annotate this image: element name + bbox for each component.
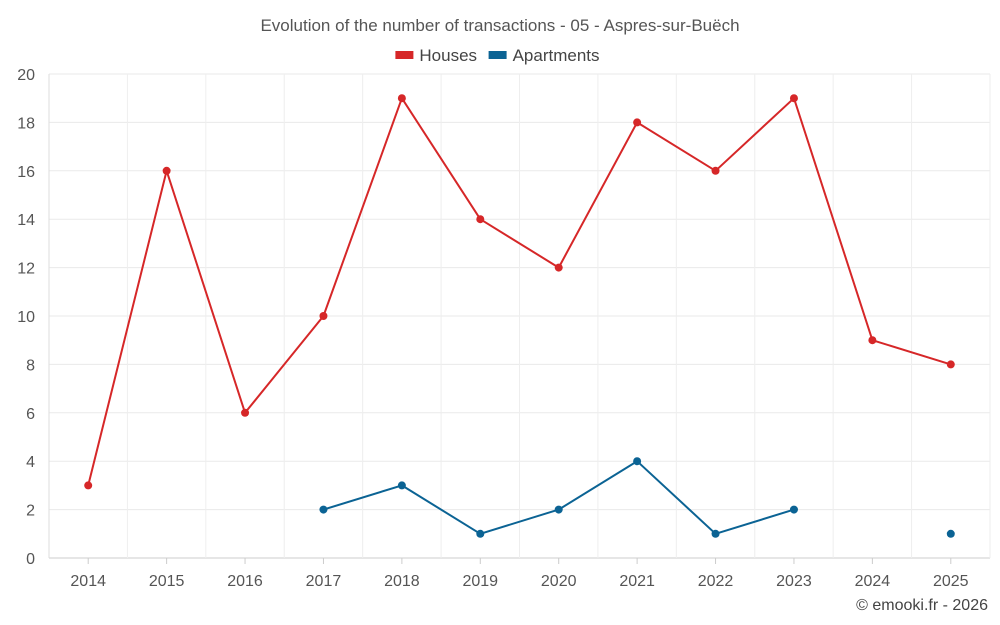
data-point[interactable] <box>476 215 485 224</box>
grid <box>48 73 991 559</box>
y-tick-label: 16 <box>17 164 35 181</box>
x-tick-label: 2015 <box>149 573 185 590</box>
data-point[interactable] <box>84 481 93 490</box>
x-tick-label: 2022 <box>698 573 734 590</box>
legend-item-houses[interactable]: Houses <box>395 46 477 65</box>
data-point[interactable] <box>241 408 250 417</box>
x-tick-label: 2018 <box>384 573 420 590</box>
x-tick-label: 2020 <box>541 573 577 590</box>
y-tick-label: 4 <box>26 454 35 471</box>
credit: © emooki.fr - 2026 <box>856 597 988 614</box>
y-tick-label: 20 <box>17 67 35 84</box>
y-tick-label: 18 <box>17 115 35 132</box>
data-point[interactable] <box>554 505 563 514</box>
x-tick-label: 2019 <box>462 573 498 590</box>
data-point[interactable] <box>946 360 955 369</box>
legend-swatch <box>488 51 507 59</box>
y-tick-label: 12 <box>17 261 35 278</box>
data-point[interactable] <box>633 457 642 466</box>
data-point[interactable] <box>633 118 642 127</box>
legend-swatch <box>395 51 414 59</box>
legend-label: Houses <box>419 46 477 65</box>
series-houses <box>84 94 955 490</box>
data-point[interactable] <box>397 481 406 490</box>
data-point[interactable] <box>711 529 720 538</box>
series-apartments <box>319 457 955 538</box>
axes: 0 2 4 6 8 10 12 14 16 18 20 2014 2015 2016 2017 2018 201… <box>17 67 968 590</box>
x-tick-label: 2025 <box>933 573 969 590</box>
series-line <box>87 97 952 486</box>
legend: Houses Apartments <box>395 46 600 65</box>
legend-item-apartments[interactable]: Apartments <box>488 46 600 65</box>
x-tick-label: 2021 <box>619 573 655 590</box>
data-point[interactable] <box>711 166 720 175</box>
x-tick-label: 2014 <box>70 573 106 590</box>
legend-label: Apartments <box>513 46 600 65</box>
chart-title: Evolution of the number of transactions … <box>260 16 739 35</box>
data-point[interactable] <box>162 166 171 175</box>
y-tick-label: 0 <box>26 551 35 568</box>
data-point[interactable] <box>868 336 877 345</box>
data-point[interactable] <box>789 505 798 514</box>
x-tick-label: 2016 <box>227 573 263 590</box>
x-tick-label: 2017 <box>306 573 342 590</box>
y-tick-label: 14 <box>17 212 35 229</box>
x-tick-label: 2024 <box>855 573 891 590</box>
x-tick-label: 2023 <box>776 573 812 590</box>
y-tick-label: 10 <box>17 309 35 326</box>
data-point[interactable] <box>319 505 328 514</box>
data-point[interactable] <box>319 312 328 320</box>
y-tick-label: 2 <box>26 503 35 520</box>
data-point[interactable] <box>789 94 798 103</box>
data-point[interactable] <box>397 94 406 103</box>
y-tick-label: 6 <box>26 406 35 423</box>
data-point[interactable] <box>946 529 955 538</box>
data-point[interactable] <box>554 263 563 272</box>
data-point[interactable] <box>476 529 485 538</box>
series-group <box>84 94 955 538</box>
y-tick-label: 8 <box>26 357 35 374</box>
series-line <box>323 460 795 535</box>
